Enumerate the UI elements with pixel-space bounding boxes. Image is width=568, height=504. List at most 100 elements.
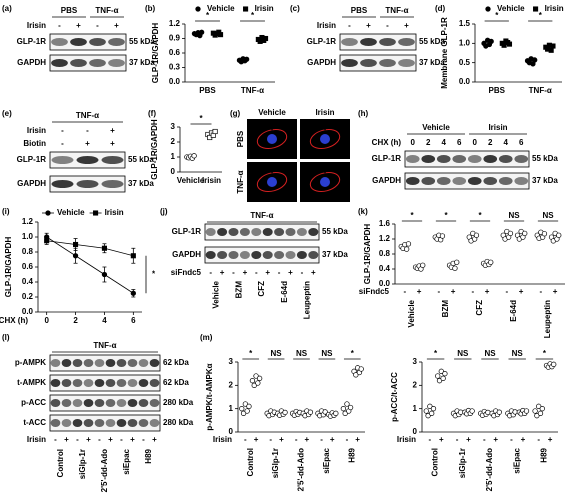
column-header: Vehicle: [258, 108, 286, 117]
point: [506, 41, 513, 47]
y-tick-label: 0.5: [459, 58, 471, 67]
sign: -: [269, 435, 272, 444]
y-tick-label: 0.6: [169, 48, 181, 57]
point: [101, 271, 108, 278]
significance-label: *: [249, 349, 253, 358]
significance-label: *: [543, 349, 547, 358]
lane-sign: 0: [473, 138, 478, 147]
point: [522, 230, 528, 237]
y-tick-label: 3: [413, 357, 418, 366]
point: [256, 375, 263, 381]
sign-row-label: Irisin: [397, 435, 416, 444]
panel-label: (k): [358, 207, 368, 216]
lane-group-label: siEpac: [122, 448, 131, 474]
blot-band: [105, 379, 116, 387]
x-tick-label: siEpac: [512, 447, 521, 473]
point: [212, 128, 218, 135]
y-axis-label: GLP-1R/GAPDH: [150, 119, 159, 180]
point: [243, 56, 250, 62]
point: [101, 245, 107, 251]
legend-label: Vehicle: [207, 4, 235, 13]
lane-sign: +: [366, 21, 371, 30]
panel-label: (l): [2, 333, 10, 342]
blot-band: [105, 359, 116, 367]
sign: +: [466, 435, 471, 444]
point: [130, 253, 136, 259]
blot-band: [217, 251, 228, 259]
point: [347, 404, 354, 411]
panel-label: (h): [358, 109, 369, 118]
point: [44, 238, 50, 244]
point: [550, 43, 556, 49]
x-axis-label: CHX (h): [0, 316, 28, 325]
point: [420, 262, 426, 268]
lane-sign: +: [85, 139, 90, 148]
blot-name: GLP-1R: [17, 37, 47, 46]
sign: -: [540, 287, 543, 296]
sign: +: [439, 435, 444, 444]
lane-sign: -: [54, 435, 57, 444]
point: [488, 38, 494, 45]
y-tick-label: 1.0: [459, 38, 471, 47]
blot-band: [127, 399, 138, 407]
blot-band: [205, 228, 216, 236]
sign: -: [429, 435, 432, 444]
point: [263, 35, 269, 42]
group-header: PBS: [351, 6, 368, 15]
blot-frame: [404, 150, 530, 168]
y-tick-label: 0.8: [379, 249, 391, 258]
point: [249, 378, 256, 384]
blot-band: [101, 156, 124, 164]
y-tick-label: 1.2: [22, 217, 34, 226]
legend-marker: [195, 6, 201, 12]
group-header: Vehicle: [422, 123, 450, 132]
y-axis-label: p-ACC/t-ACC: [390, 372, 399, 422]
lane-sign: +: [265, 268, 270, 277]
blot-band: [436, 155, 451, 163]
blot-band: [514, 155, 529, 163]
blot-name: t-AMPK: [17, 378, 46, 387]
blot-band: [76, 156, 99, 164]
lane-sign: -: [76, 435, 79, 444]
blot-band: [205, 251, 216, 259]
blot-band: [50, 379, 61, 387]
blot-band: [116, 419, 127, 427]
blot-band: [61, 379, 72, 387]
blot-name: GAPDH: [372, 176, 401, 185]
lane-sign: -: [142, 435, 145, 444]
point: [452, 265, 458, 271]
row-label: Irisin: [27, 21, 46, 30]
point: [130, 290, 136, 296]
blot-band: [262, 251, 273, 259]
significance-label: *: [251, 11, 255, 20]
series-line: [46, 236, 134, 294]
point: [430, 406, 437, 412]
blot-name: GAPDH: [17, 179, 46, 188]
blot-band: [228, 228, 239, 236]
point: [440, 375, 446, 381]
blot-band: [127, 359, 138, 367]
blot-band: [149, 419, 160, 427]
sign: +: [355, 435, 360, 444]
y-axis-label: Membrane GLP-1R: [440, 17, 449, 89]
point: [439, 233, 446, 239]
point: [534, 413, 540, 419]
panel-label: (g): [230, 109, 241, 118]
lane-sign: +: [76, 21, 81, 30]
y-axis-label: p-AMPK/t-AMPKα: [205, 363, 214, 430]
x-tick-label: siGlp-1r: [458, 448, 467, 478]
sign: -: [295, 435, 298, 444]
x-tick-label: 4: [102, 316, 107, 325]
blot-band: [50, 419, 61, 427]
blot-band: [105, 419, 116, 427]
row-label: Irisin: [27, 126, 46, 135]
point: [333, 410, 339, 416]
blot-band: [51, 180, 74, 188]
lane-group-label: siGlp-1r: [78, 449, 87, 479]
significance-label: NS: [296, 349, 308, 358]
point: [198, 29, 205, 35]
lane-sign: +: [86, 435, 91, 444]
blot-band: [138, 419, 149, 427]
lane-sign: -: [348, 21, 351, 30]
blot-band: [483, 177, 498, 185]
